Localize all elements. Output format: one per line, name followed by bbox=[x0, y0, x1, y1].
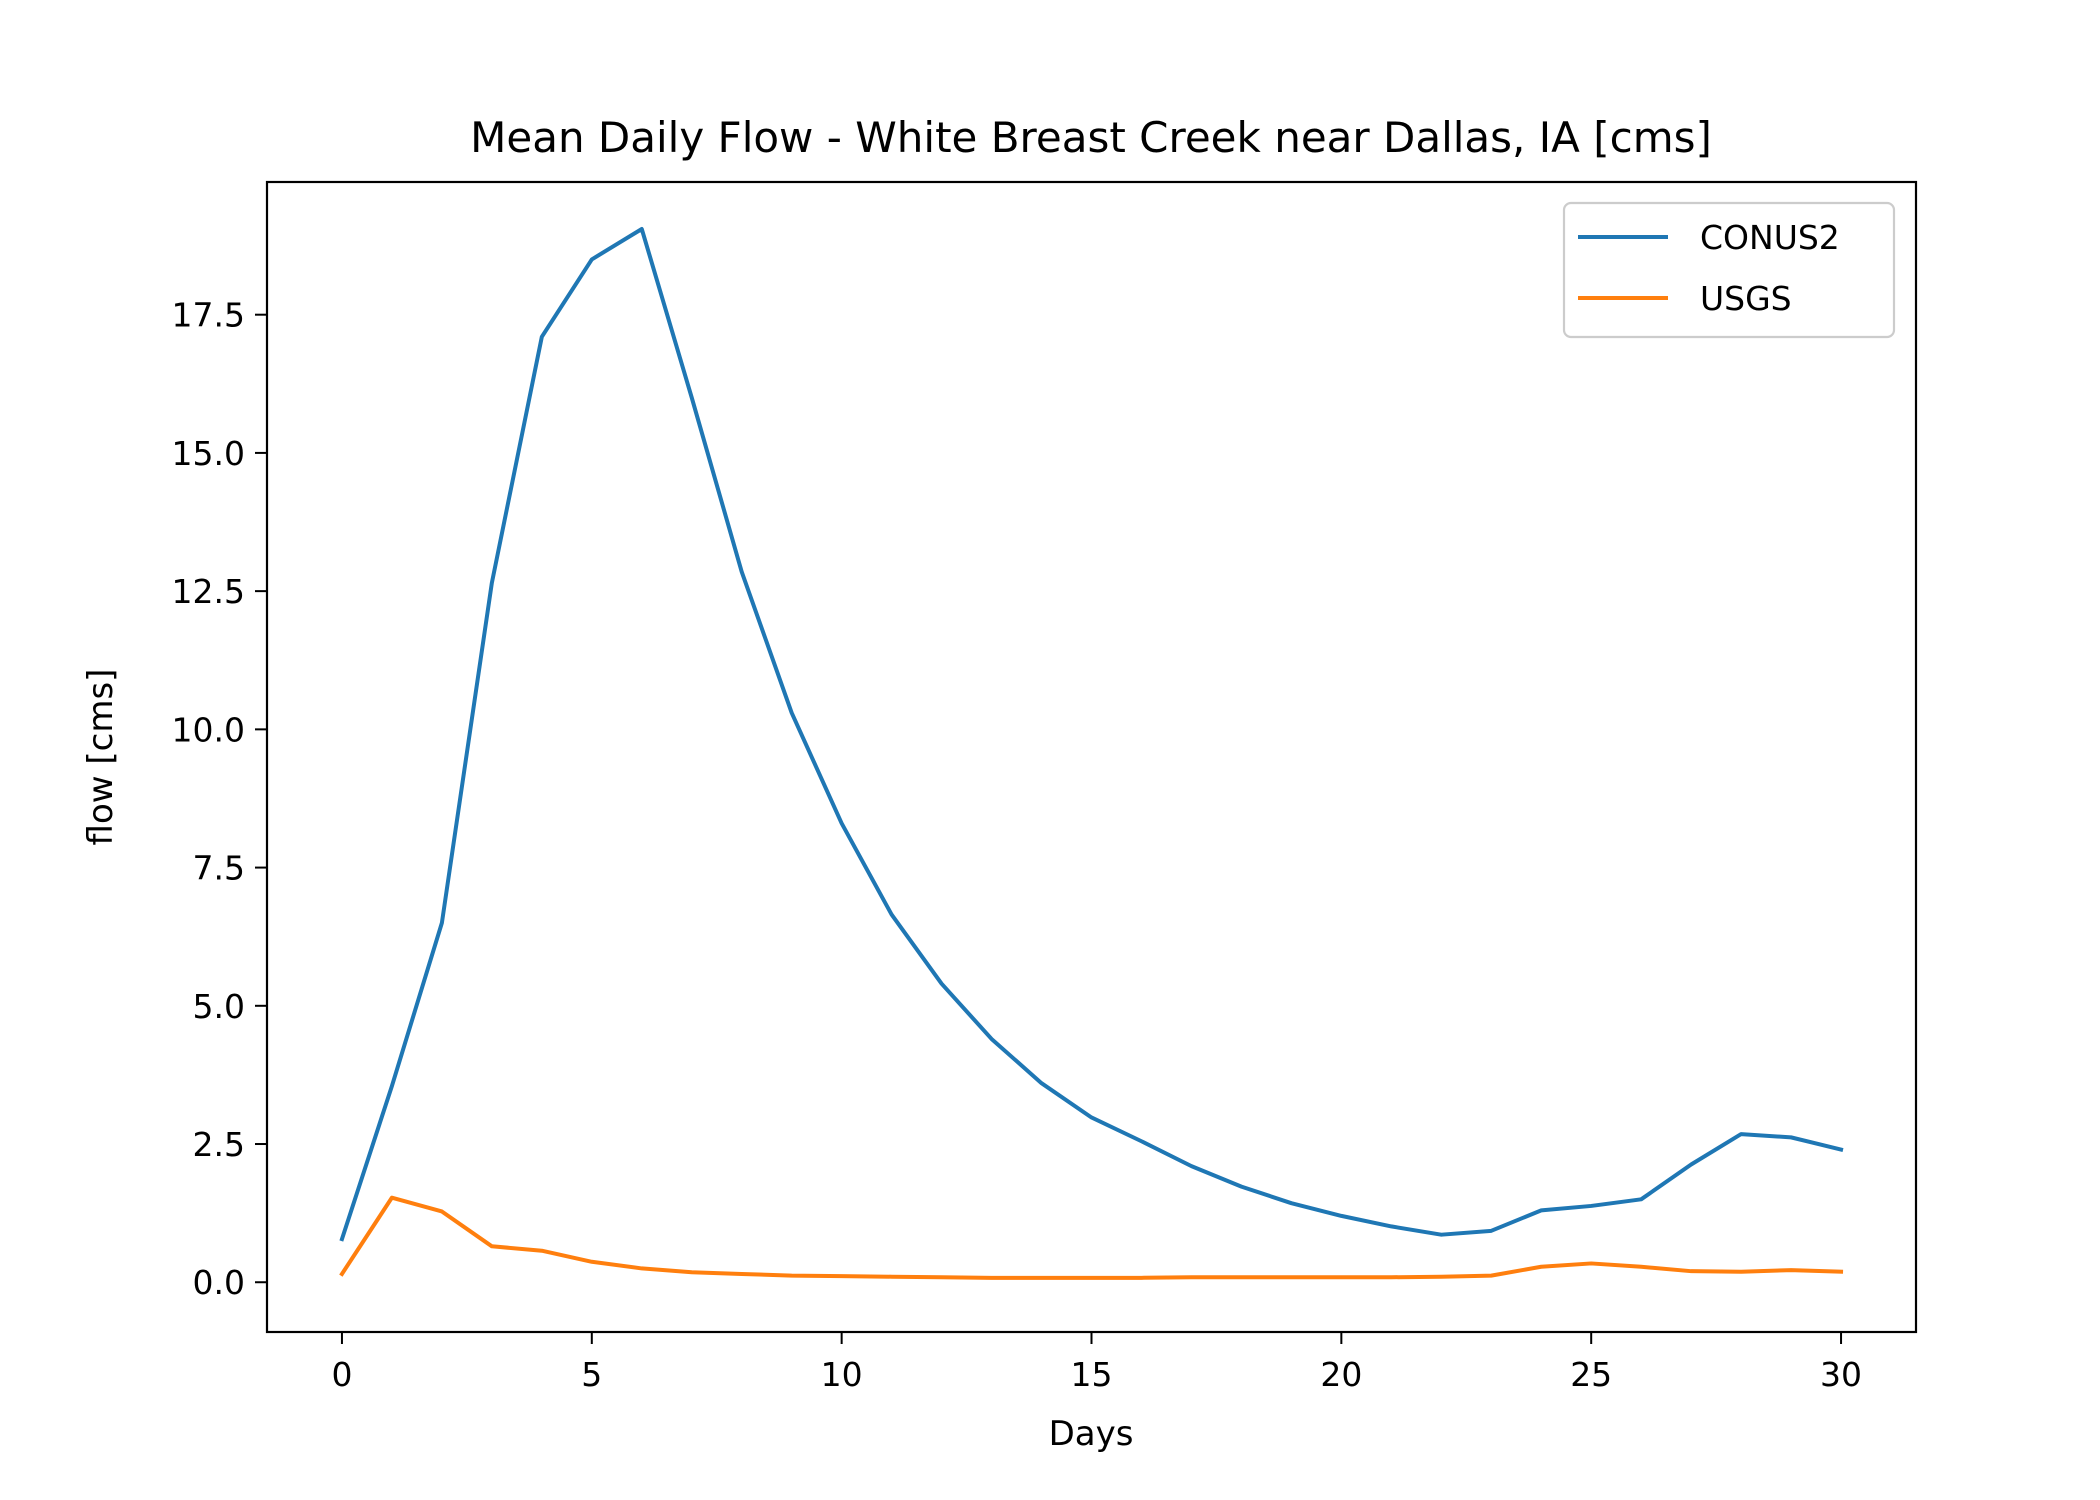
usgs-pt-13 bbox=[991, 1277, 993, 1279]
x-tick-label-10: 10 bbox=[821, 1355, 863, 1394]
usgs-pt-21 bbox=[1390, 1276, 1392, 1278]
usgs-pt-23 bbox=[1490, 1275, 1492, 1277]
usgs-pt-29 bbox=[1790, 1269, 1792, 1271]
y-tick-label-2.5: 2.5 bbox=[193, 1125, 245, 1164]
legend: CONUS2 USGS bbox=[1562, 201, 1896, 339]
conus2-pt-5 bbox=[591, 258, 593, 260]
usgs-pt-28 bbox=[1740, 1271, 1742, 1273]
usgs-pt-15 bbox=[1091, 1277, 1092, 1279]
usgs-pt-2 bbox=[441, 1210, 443, 1212]
conus2-pt-20 bbox=[1340, 1215, 1342, 1217]
y-tick-label-7.5: 7.5 bbox=[193, 849, 245, 888]
usgs-pt-11 bbox=[891, 1276, 893, 1278]
conus2-pt-0 bbox=[341, 1238, 343, 1240]
conus2-pt-2 bbox=[441, 922, 443, 924]
x-axis-ticks: 0 5 10 15 20 25 30 bbox=[331, 1332, 1862, 1394]
x-tick-label-15: 15 bbox=[1071, 1355, 1113, 1394]
usgs-pt-20 bbox=[1340, 1276, 1342, 1278]
usgs-pt-9 bbox=[791, 1275, 793, 1277]
plot-frame bbox=[265, 180, 1918, 1334]
conus2-pt-19 bbox=[1290, 1202, 1292, 1204]
conus2-pt-23 bbox=[1490, 1230, 1492, 1232]
conus2-pt-16 bbox=[1140, 1140, 1142, 1142]
y-tick-label-17.5: 17.5 bbox=[172, 296, 245, 335]
usgs-pt-1 bbox=[391, 1197, 393, 1199]
usgs-pt-27 bbox=[1690, 1270, 1692, 1272]
conus2-pt-4 bbox=[541, 336, 543, 338]
usgs-pt-14 bbox=[1041, 1277, 1043, 1279]
conus2-pt-9 bbox=[791, 712, 793, 714]
x-tick-label-20: 20 bbox=[1320, 1355, 1362, 1394]
conus2-pt-22 bbox=[1440, 1234, 1442, 1236]
y-tick-label-0.0: 0.0 bbox=[193, 1263, 245, 1302]
conus2-pt-25 bbox=[1590, 1205, 1592, 1207]
usgs-pt-6 bbox=[641, 1267, 643, 1269]
conus2-pt-24 bbox=[1540, 1209, 1542, 1211]
conus2-pt-1 bbox=[391, 1085, 393, 1087]
x-tick-label-25: 25 bbox=[1570, 1355, 1612, 1394]
conus2-pt-29 bbox=[1790, 1136, 1792, 1138]
usgs-pt-24 bbox=[1540, 1266, 1542, 1268]
legend-label-conus2: CONUS2 bbox=[1700, 218, 1840, 257]
conus2-pt-15 bbox=[1091, 1116, 1092, 1118]
usgs-pt-16 bbox=[1140, 1277, 1142, 1279]
conus2-pt-21 bbox=[1390, 1225, 1392, 1227]
conus2-pt-10 bbox=[841, 822, 843, 824]
usgs-pt-10 bbox=[841, 1275, 843, 1277]
conus2-pt-11 bbox=[891, 914, 893, 916]
usgs-pt-17 bbox=[1190, 1276, 1192, 1278]
conus2-pt-8 bbox=[741, 571, 743, 573]
usgs-pt-26 bbox=[1640, 1266, 1642, 1268]
usgs-pt-4 bbox=[541, 1250, 543, 1252]
usgs-pt-19 bbox=[1290, 1276, 1292, 1278]
usgs-pt-25 bbox=[1590, 1262, 1592, 1264]
y-tick-label-10.0: 10.0 bbox=[172, 710, 245, 749]
usgs-pt-3 bbox=[491, 1245, 493, 1247]
conus2-pt-12 bbox=[941, 983, 943, 985]
usgs-pt-8 bbox=[741, 1273, 743, 1275]
x-tick-label-0: 0 bbox=[331, 1355, 352, 1394]
conus2-pt-28 bbox=[1740, 1133, 1742, 1135]
conus2-pt-6 bbox=[641, 228, 643, 230]
usgs-pt-22 bbox=[1440, 1276, 1442, 1278]
conus2-pt-18 bbox=[1240, 1186, 1242, 1188]
y-tick-label-5.0: 5.0 bbox=[193, 987, 245, 1026]
chart-title: Mean Daily Flow - White Breast Creek nea… bbox=[470, 113, 1712, 162]
conus2-pt-14 bbox=[1041, 1082, 1043, 1084]
conus2-pt-27 bbox=[1690, 1163, 1692, 1165]
conus2-pt-7 bbox=[691, 397, 693, 399]
y-tick-label-12.5: 12.5 bbox=[172, 572, 245, 611]
conus2-pt-26 bbox=[1640, 1198, 1642, 1200]
legend-label-usgs: USGS bbox=[1700, 279, 1792, 318]
usgs-pt-5 bbox=[591, 1261, 593, 1263]
y-tick-label-15.0: 15.0 bbox=[172, 434, 245, 473]
x-tick-label-30: 30 bbox=[1820, 1355, 1862, 1394]
x-axis-label: Days bbox=[1049, 1414, 1134, 1454]
conus2-pt-3 bbox=[491, 582, 493, 584]
conus2-pt-17 bbox=[1190, 1165, 1192, 1167]
usgs-pt-18 bbox=[1240, 1276, 1242, 1278]
x-tick-label-5: 5 bbox=[581, 1355, 602, 1394]
plot-series bbox=[339, 227, 1844, 1280]
usgs-pt-12 bbox=[941, 1276, 943, 1278]
usgs-pt-0 bbox=[341, 1273, 343, 1275]
y-axis-label: flow [cms] bbox=[81, 669, 121, 846]
usgs-pt-7 bbox=[691, 1271, 693, 1273]
conus2-pt-13 bbox=[991, 1038, 993, 1040]
usgs-pt-30 bbox=[1840, 1271, 1842, 1273]
conus2-pt-30 bbox=[1840, 1149, 1842, 1151]
y-axis-ticks: 0.0 2.5 5.0 7.5 10.0 12.5 15.0 17.5 bbox=[172, 296, 267, 1302]
